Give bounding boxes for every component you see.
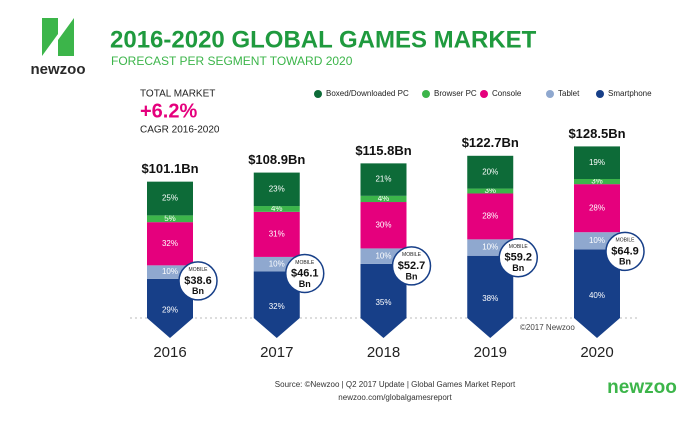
bar-segment [147,181,193,216]
bar-segment [574,184,620,233]
legend-label: Console [492,89,522,98]
mobile-bubble [285,253,325,294]
segment-label: 4% [378,194,390,203]
segment-label: 19% [589,158,605,167]
bar-segment [253,206,300,212]
total-label: $101.1Bn [141,161,198,176]
bar-tip [574,318,620,338]
segment-label: 21% [375,175,391,184]
x-tick-label: 2018 [367,344,400,361]
mobile-heading: MOBILE [509,244,529,250]
total-label: $115.8Bn [355,143,411,158]
legend-label: Smartphone [608,89,652,98]
bar-tip [147,318,193,338]
bar-segment [467,188,514,194]
segment-label: 5% [164,214,176,223]
mobile-bubble [605,231,645,272]
bar-segment [574,179,620,185]
bar-segment [147,215,193,223]
legend-swatch [596,90,604,98]
segment-label: 23% [269,184,285,193]
legend-label: Tablet [558,89,580,98]
segment-label: 25% [162,194,178,203]
chart-title: 2016-2020 GLOBAL GAMES MARKET [110,26,537,53]
cagr-heading: TOTAL MARKET [140,89,215,100]
bar-segment [467,193,514,240]
bar-segment [574,146,620,180]
logo-mark [42,18,74,56]
segment-label: 28% [482,212,498,221]
segment-label: 20% [482,167,498,176]
segment-label: 30% [375,220,391,229]
segment-label: 3% [484,186,496,195]
chart-subtitle: FORECAST PER SEGMENT TOWARD 2020 [111,54,353,68]
mobile-unit: Bn [619,257,631,267]
cagr-caption: CAGR 2016-2020 [140,125,220,136]
brand: newzoo [31,61,86,78]
x-tick-label: 2020 [580,344,613,361]
segment-label: 31% [269,229,285,238]
x-tick-label: 2016 [153,344,186,361]
segment-label: 32% [269,302,285,311]
total-label: $122.7Bn [462,135,519,150]
segment-label: 10% [269,259,285,268]
mobile-value: $59.2 [504,252,532,264]
mobile-unit: Bn [406,271,418,281]
mobile-heading: MOBILE [402,252,422,258]
legend-swatch [422,90,430,98]
segment-label: 10% [589,236,605,245]
segment-label: 29% [162,306,178,315]
bar-tip [253,318,300,338]
segment-label: 10% [482,243,498,252]
bar-segment [360,163,407,196]
segment-label: 10% [375,251,391,260]
mobile-bubble [178,261,218,301]
mobile-heading: MOBILE [616,238,636,244]
cagr-value: +6.2% [140,100,197,122]
copyright: ©2017 Newzoo [520,323,575,332]
logo [42,18,74,56]
segment-label: 10% [162,267,178,276]
legend-swatch [546,90,554,98]
segment-label: 32% [162,239,178,248]
source-url: newzoo.com/globalgamesreport [338,393,452,402]
mobile-bubble [498,237,538,278]
bar-segment [467,155,514,189]
mobile-value: $46.1 [291,267,319,279]
mobile-value: $38.6 [184,275,212,287]
bar-tip [360,318,407,338]
mobile-unit: Bn [299,279,311,289]
segment-label: 38% [482,294,498,303]
total-label: $128.5Bn [568,126,625,141]
legend-label: Browser PC [434,89,477,98]
mobile-bubble [391,246,432,286]
legend-swatch [314,90,322,98]
x-tick-label: 2019 [474,344,507,361]
bar-segment [147,222,193,266]
mobile-unit: Bn [512,263,524,273]
x-tick-label: 2017 [260,344,293,361]
total-label: $108.9Bn [248,152,305,167]
segment-label: 28% [589,203,605,212]
segment-label: 4% [271,204,283,213]
legend-swatch [480,90,488,98]
bar-segment [253,172,300,207]
bar-segment [360,202,407,249]
bar-segment [253,211,300,257]
segment-label: 40% [589,291,605,300]
mobile-value: $64.9 [611,245,639,257]
mobile-unit: Bn [192,286,204,296]
footer-brand: newzoo [607,377,677,398]
bar-tip [467,318,514,338]
mobile-heading: MOBILE [189,267,209,273]
segment-label: 3% [591,177,603,186]
bar-segment [360,195,407,203]
legend-label: Boxed/Downloaded PC [326,89,409,98]
mobile-heading: MOBILE [295,260,315,266]
source: Source: ©Newzoo | Q2 2017 Update | Globa… [275,380,516,389]
mobile-value: $52.7 [398,260,426,272]
segment-label: 35% [375,298,391,307]
